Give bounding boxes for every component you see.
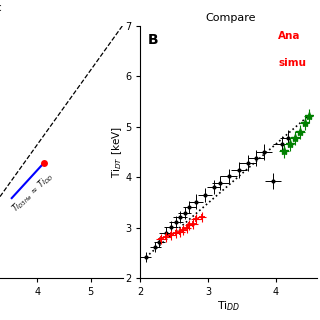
Text: simu: simu (278, 59, 306, 68)
Text: Ana: Ana (278, 31, 300, 41)
Y-axis label: Ti$_{DT}$ [keV]: Ti$_{DT}$ [keV] (110, 126, 124, 178)
Text: Compare: Compare (205, 13, 256, 23)
Text: B: B (148, 33, 158, 47)
Text: eric: eric (0, 3, 2, 13)
X-axis label: Ti$_{DD}$: Ti$_{DD}$ (217, 299, 240, 313)
Text: $Ti_{D3He}$ $\approx$ $Ti_{DD}$: $Ti_{D3He}$ $\approx$ $Ti_{DD}$ (10, 170, 57, 215)
